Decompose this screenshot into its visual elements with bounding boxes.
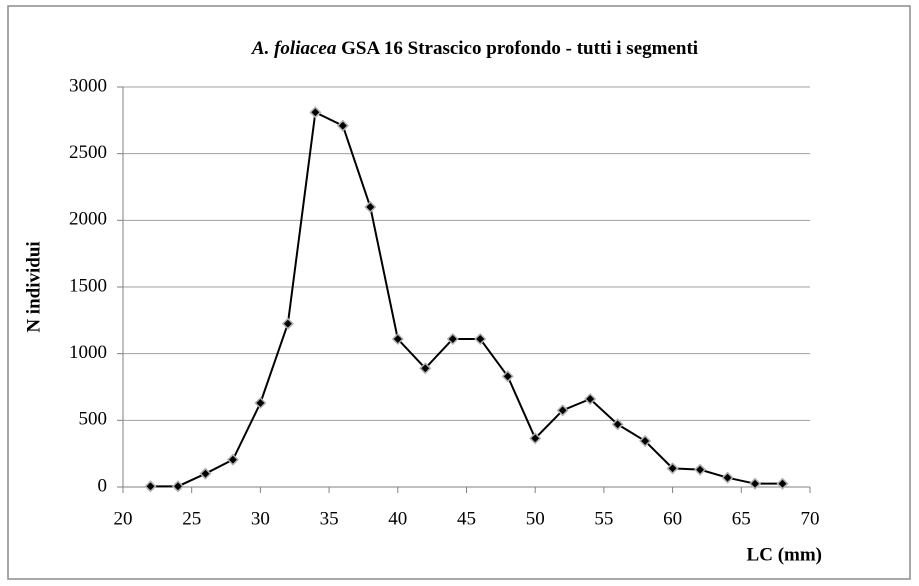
x-tick-label: 50	[526, 508, 545, 529]
y-tick-label: 1500	[69, 275, 107, 296]
chart-frame	[7, 5, 911, 580]
x-tick-label: 30	[251, 508, 270, 529]
x-tick-label: 20	[114, 508, 133, 529]
y-tick-label: 500	[79, 409, 108, 430]
data-point	[391, 332, 404, 346]
y-tick-label: 3000	[69, 75, 107, 96]
x-tick-label: 40	[388, 508, 407, 529]
data-point	[254, 396, 267, 410]
data-point	[584, 392, 597, 406]
y-tick-label: 2000	[69, 209, 107, 230]
data-point	[171, 480, 185, 493]
data-point	[721, 471, 734, 484]
x-tick-label: 35	[320, 508, 339, 529]
title-species: A. foliacea	[251, 38, 337, 59]
data-point	[144, 480, 157, 493]
x-axis-label: LC (mm)	[747, 544, 822, 565]
x-tick-label: 45	[457, 508, 476, 529]
data-point	[336, 119, 349, 132]
data-point	[694, 463, 707, 476]
data-point	[226, 453, 239, 466]
data-point	[748, 477, 762, 490]
data-point	[364, 200, 377, 214]
data-point	[556, 404, 569, 417]
data-point	[611, 418, 624, 431]
data-point	[474, 332, 487, 346]
y-tick-label: 2500	[69, 142, 107, 163]
data-point	[776, 477, 789, 490]
data-point	[199, 467, 212, 480]
x-tick-label: 25	[182, 508, 201, 529]
data-point	[501, 370, 514, 383]
x-tick-label: 55	[594, 508, 613, 529]
data-point	[639, 434, 652, 448]
y-tick-label: 1000	[69, 342, 107, 363]
data-point	[309, 106, 322, 119]
data-point	[446, 332, 459, 346]
chart-title: A. foliacea GSA 16 Strascico profondo - …	[251, 38, 698, 59]
data-point	[281, 317, 294, 330]
data-point	[529, 432, 542, 445]
data-point	[419, 362, 432, 375]
x-tick-label: 60	[663, 508, 682, 529]
x-tick-label: 65	[732, 508, 751, 529]
y-axis-label: N individui	[23, 241, 44, 332]
x-tick-label: 70	[801, 508, 820, 529]
y-tick-label: 0	[98, 475, 108, 496]
title-rest: GSA 16 Strascico profondo - tutti i segm…	[341, 38, 698, 59]
data-point	[666, 462, 679, 475]
